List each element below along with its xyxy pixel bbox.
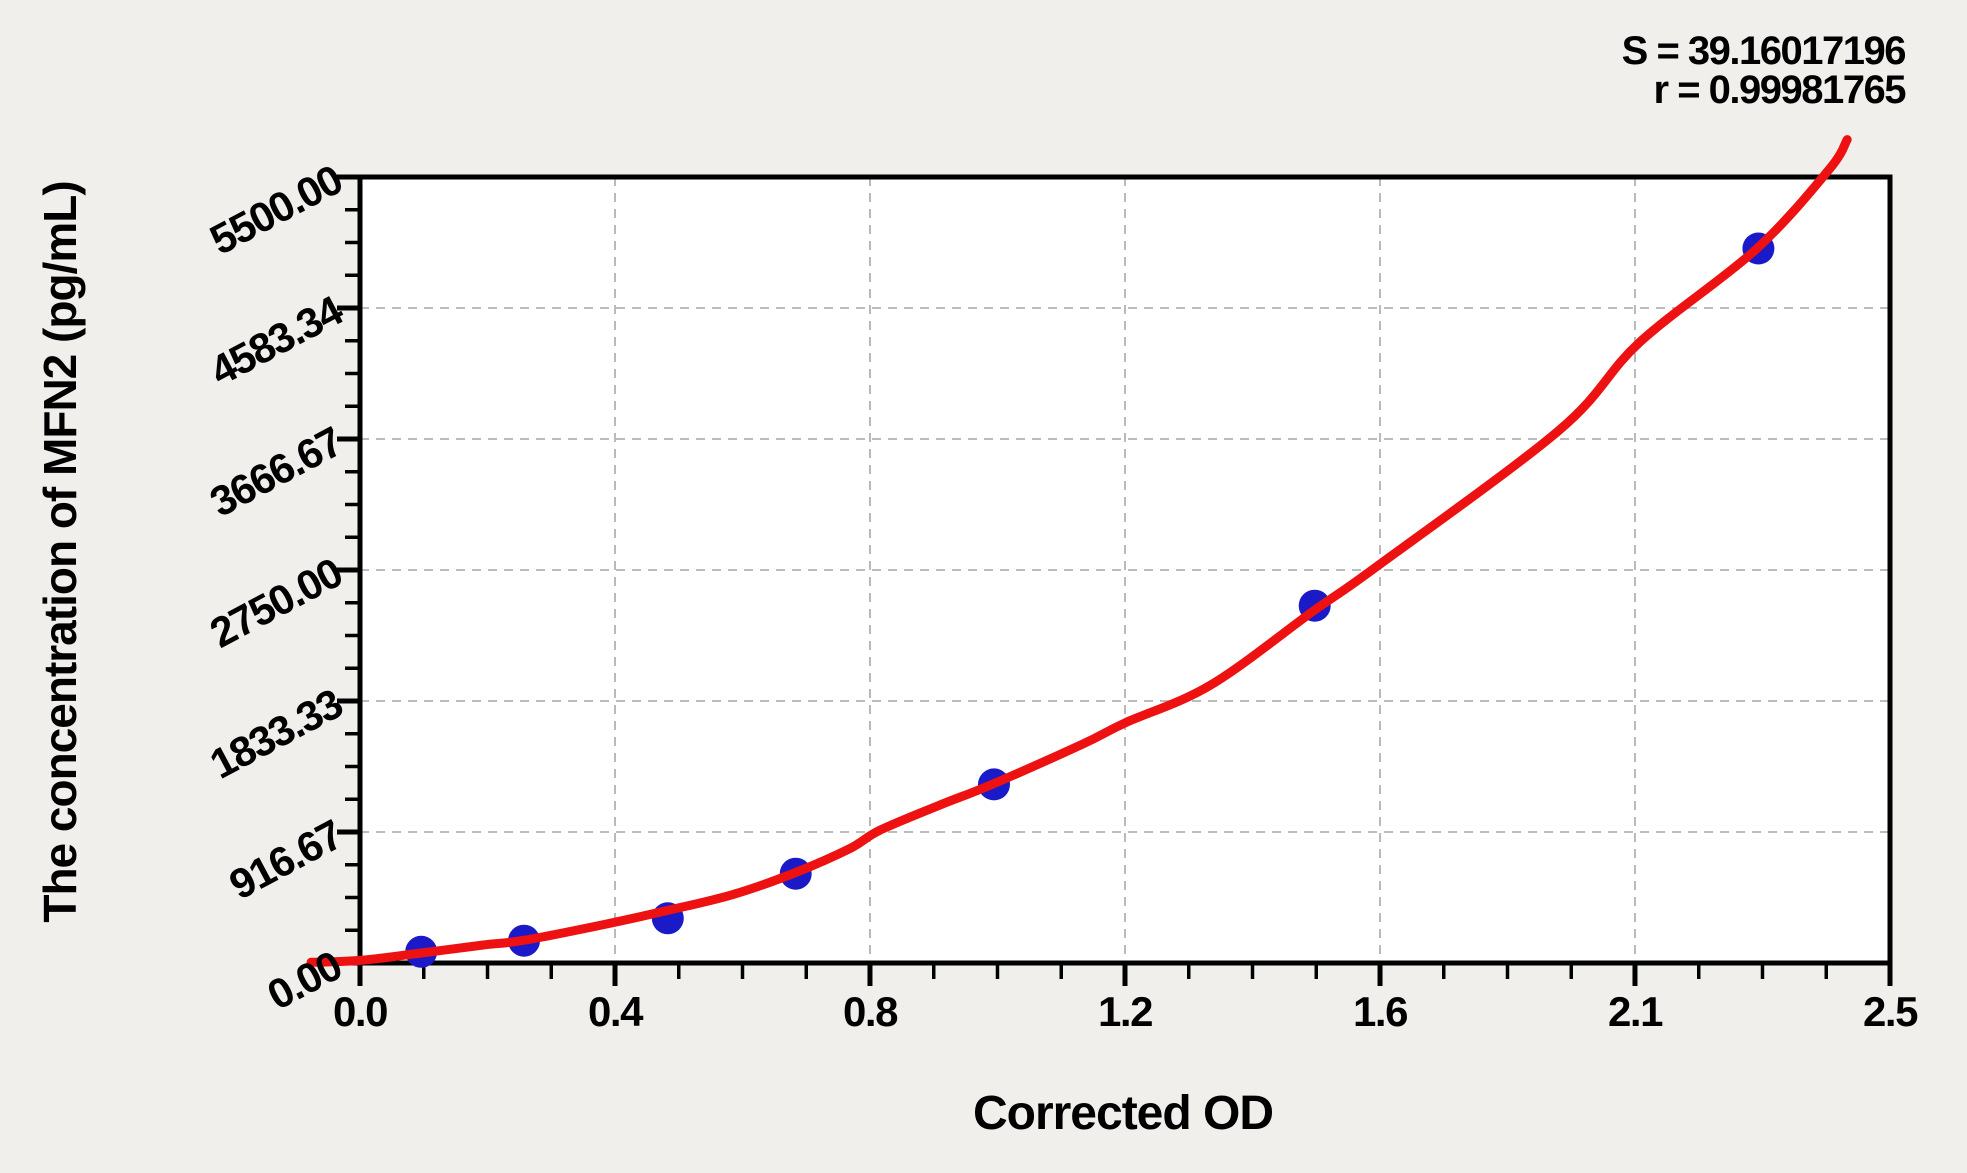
x-tick-label: 0.4 [588,988,643,1035]
x-tick-label: 1.6 [1353,988,1408,1035]
fit-statistics: S = 39.16017196 r = 0.99981765 [1621,29,1907,112]
x-tick-label: 0.0 [333,988,388,1035]
x-tick-label: 0.8 [843,988,898,1035]
y-axis-title: The concentration of MFN2 (pg/mL) [34,181,86,923]
fit-curve [306,135,1852,967]
plot-frame [357,174,1893,966]
x-axis-title: Corrected OD [972,1087,1274,1140]
stat-s: S = 39.16017196 [1621,29,1907,73]
x-tick-label: 2.1 [1608,988,1663,1035]
x-tick-label: 2.5 [1863,988,1918,1035]
stat-r: r = 0.99981765 [1653,68,1907,112]
x-tick-label: 1.2 [1098,988,1153,1035]
